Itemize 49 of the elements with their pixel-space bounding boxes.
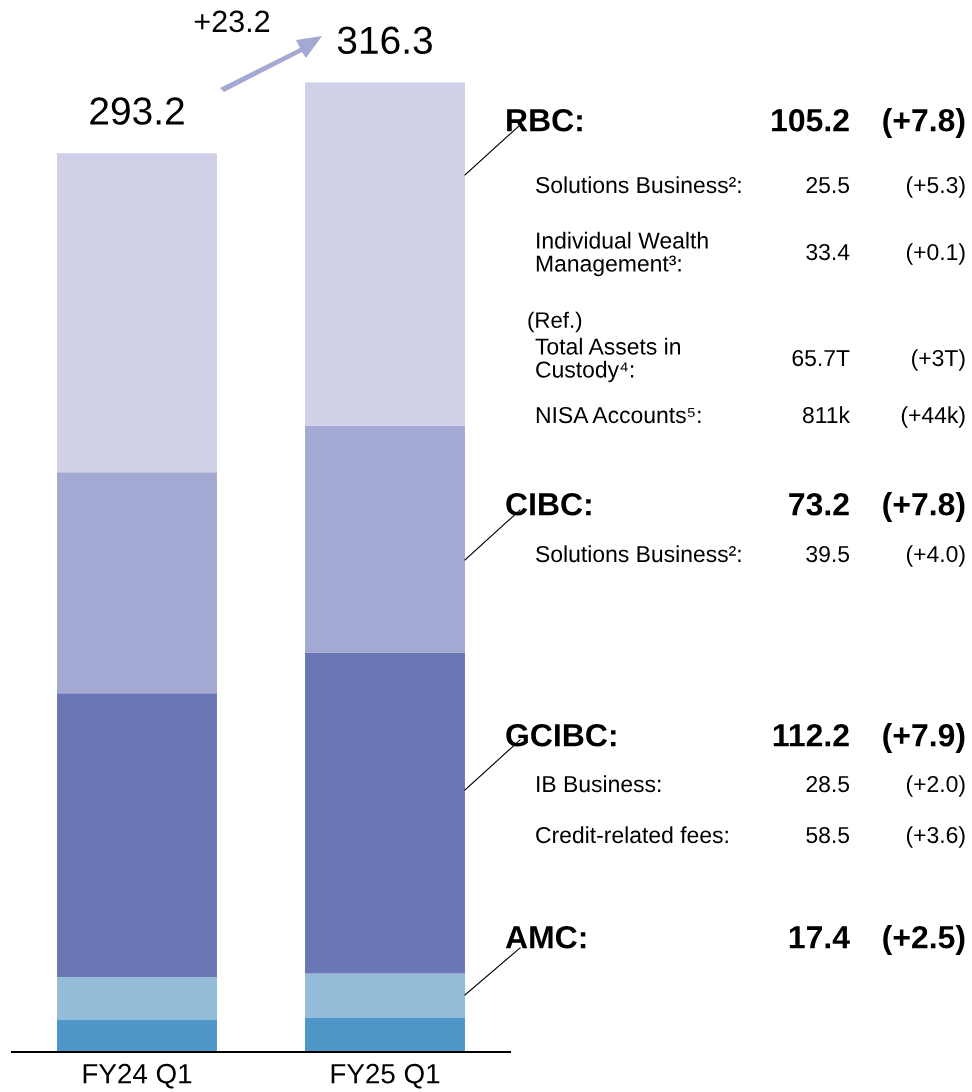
text: (+2.0)	[906, 775, 965, 797]
text: 811k	[803, 406, 851, 424]
x-tick-label: FY25 Q1	[331, 1063, 440, 1089]
bar	[305, 425, 465, 653]
bar	[305, 652, 465, 974]
bar	[305, 82, 465, 426]
text: 73.2	[789, 492, 849, 516]
annotation: 293.2	[90, 97, 184, 125]
bar	[305, 1018, 465, 1052]
text: 112.2	[773, 723, 849, 747]
bar	[57, 693, 217, 978]
text: 33.4	[806, 243, 850, 261]
text: 17.4	[789, 926, 850, 949]
text: (+44k)	[901, 406, 965, 428]
text: 39.5	[806, 545, 850, 563]
text: +23.2	[194, 10, 270, 33]
text: (Ref.)	[528, 311, 582, 333]
annotation: CIBC:	[506, 492, 591, 516]
annotation: RBC:	[507, 108, 582, 132]
text: (+3T)	[912, 349, 965, 371]
text: 65.7T	[792, 349, 850, 367]
text: Total Assets in Custody⁴:	[535, 337, 680, 383]
text: Solutions Business²:	[536, 545, 741, 563]
text: (+7.9)	[883, 723, 965, 753]
text: (+2.5)	[883, 925, 965, 955]
bar	[57, 472, 217, 694]
text: (+4.0)	[906, 545, 965, 567]
bar	[57, 1020, 217, 1052]
text: (+5.3)	[906, 176, 965, 198]
annotation: GCIBC:	[506, 723, 616, 747]
text: (+7.8)	[883, 108, 965, 138]
text: (+3.6)	[906, 826, 965, 848]
text: Solutions Business²:	[536, 176, 741, 194]
annotation: 316.3	[337, 26, 432, 55]
text: IB Business:	[537, 775, 661, 793]
text: (+7.8)	[883, 492, 965, 522]
annotation: AMC:	[505, 925, 586, 949]
bar	[305, 973, 465, 1019]
text: Individual Wealth Management³:	[536, 231, 708, 277]
text: 28.5	[806, 775, 850, 793]
bar	[57, 977, 217, 1020]
text: Credit-related fees:	[536, 826, 728, 844]
text: 25.5	[806, 176, 850, 194]
text: (+0.1)	[906, 243, 965, 265]
x-tick-label: FY24 Q1	[83, 1063, 192, 1089]
text: 58.5	[806, 826, 850, 844]
text: 105.2	[772, 108, 849, 132]
text: NISA Accounts⁵:	[536, 406, 701, 424]
bar	[57, 153, 217, 473]
